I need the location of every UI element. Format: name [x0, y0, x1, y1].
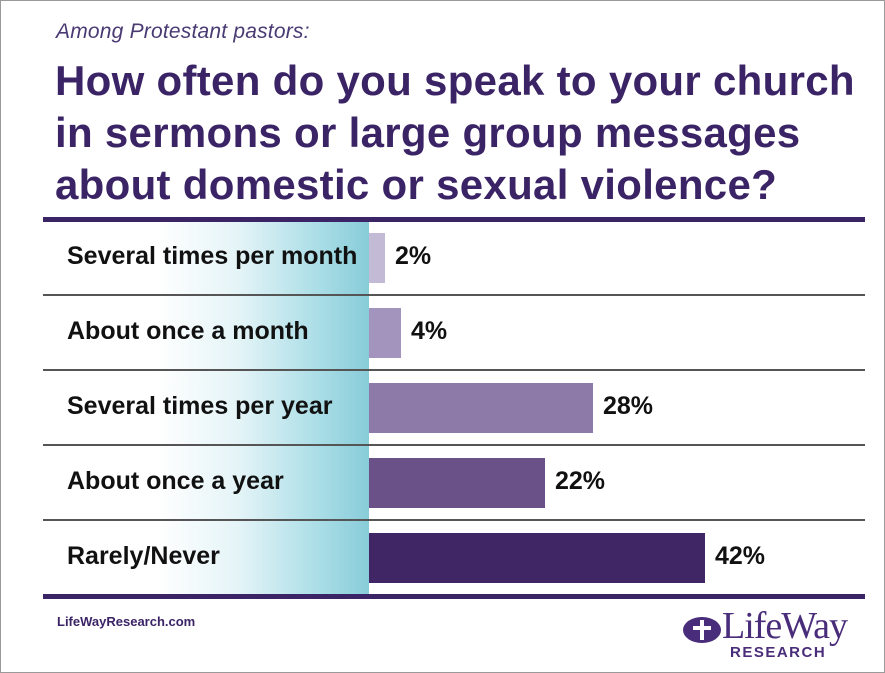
row-divider: [43, 369, 865, 371]
logo-wordmark: LifeWay: [722, 605, 848, 647]
value-label: 42%: [715, 541, 766, 570]
bar: [369, 457, 545, 508]
logo-subtitle: RESEARCH: [730, 644, 827, 661]
row-divider: [43, 444, 865, 446]
value-label: 2%: [395, 242, 432, 270]
value-label: 4%: [411, 316, 448, 345]
category-label: Rarely/Never: [67, 541, 220, 570]
category-label: Several times per month: [67, 242, 358, 270]
chart-subtitle: Among Protestant pastors:: [56, 20, 310, 43]
lifeway-research-logo: LifeWay RESEARCH: [682, 605, 852, 664]
source-url: LifeWayResearch.com: [57, 614, 196, 629]
row-divider: [43, 294, 865, 296]
logo-emblem-icon: [683, 617, 721, 643]
bar: [369, 532, 705, 583]
bar-chart: Several times per month 2% About once a mo…: [43, 217, 865, 599]
value-label: 28%: [603, 391, 654, 420]
category-label-panel: [43, 217, 369, 599]
category-label: About once a year: [67, 466, 284, 495]
category-label: Several times per year: [67, 391, 333, 420]
value-label: 22%: [555, 466, 606, 495]
chart-title: How often do you speak to your church in…: [55, 57, 855, 208]
bar: [369, 382, 593, 433]
bar: [369, 307, 401, 358]
chart-top-rule: [43, 217, 865, 222]
bar: [369, 233, 385, 283]
category-label: About once a month: [67, 316, 309, 345]
row-divider: [43, 519, 865, 521]
chart-bottom-rule: [43, 594, 865, 599]
